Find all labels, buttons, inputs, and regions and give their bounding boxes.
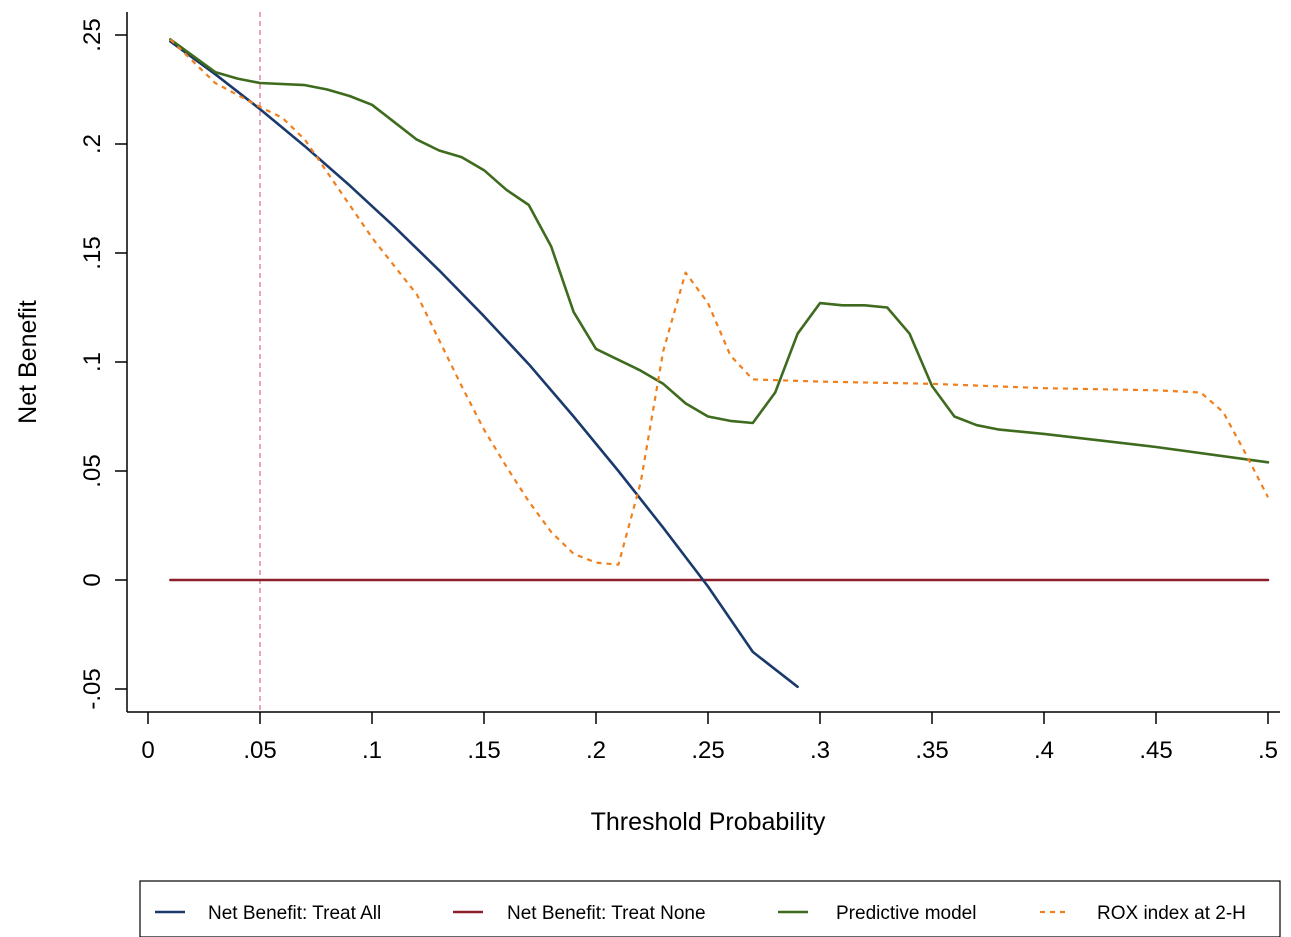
y-tick-label: .15 [79, 236, 106, 269]
series-line-3 [169, 38, 1270, 464]
x-tick-label: .15 [467, 737, 500, 764]
axes-layer [126, 12, 1280, 713]
x-tick-label: .2 [586, 737, 606, 764]
legend: Net Benefit: Treat All Net Benefit: Treat… [139, 880, 1281, 937]
series-line-1 [169, 40, 799, 689]
legend-label-2: Net Benefit: Treat None [507, 903, 706, 924]
y-tick-label: .1 [79, 352, 106, 372]
x-axis-title: Threshold Probability [591, 808, 826, 836]
x-tick-label: .3 [810, 737, 830, 764]
series-layer [169, 38, 1270, 689]
y-tick-label: -.05 [79, 668, 106, 709]
x-tick-label: .35 [915, 737, 948, 764]
legend-box [139, 880, 1281, 937]
x-tick-label: .1 [362, 737, 382, 764]
legend-items: Net Benefit: Treat All Net Benefit: Treat… [155, 903, 1246, 924]
tick-layer: 0 .05 .1 .15 .2 .25 .3 .35 .4 .45 .5 -.05 0 .05 .1 .15.… [79, 18, 1278, 764]
x-tick-label: .5 [1258, 737, 1278, 764]
legend-label-3: Predictive model [836, 903, 976, 924]
y-tick-label: .2 [79, 134, 106, 154]
y-tick-label: .05 [79, 454, 106, 487]
y-tick-label: .25 [79, 18, 106, 51]
y-axis-title: Net Benefit [14, 300, 42, 424]
x-tick-label: 0 [141, 737, 154, 764]
y-tick-label: 0 [79, 573, 106, 586]
x-tick-label: .05 [243, 737, 276, 764]
legend-label-4: ROX index at 2-H [1097, 903, 1246, 924]
x-tick-label: .4 [1034, 737, 1054, 764]
x-tick-label: .25 [691, 737, 724, 764]
series-line-4 [169, 38, 1269, 566]
x-tick-label: .45 [1139, 737, 1172, 764]
legend-label-1: Net Benefit: Treat All [208, 903, 381, 924]
